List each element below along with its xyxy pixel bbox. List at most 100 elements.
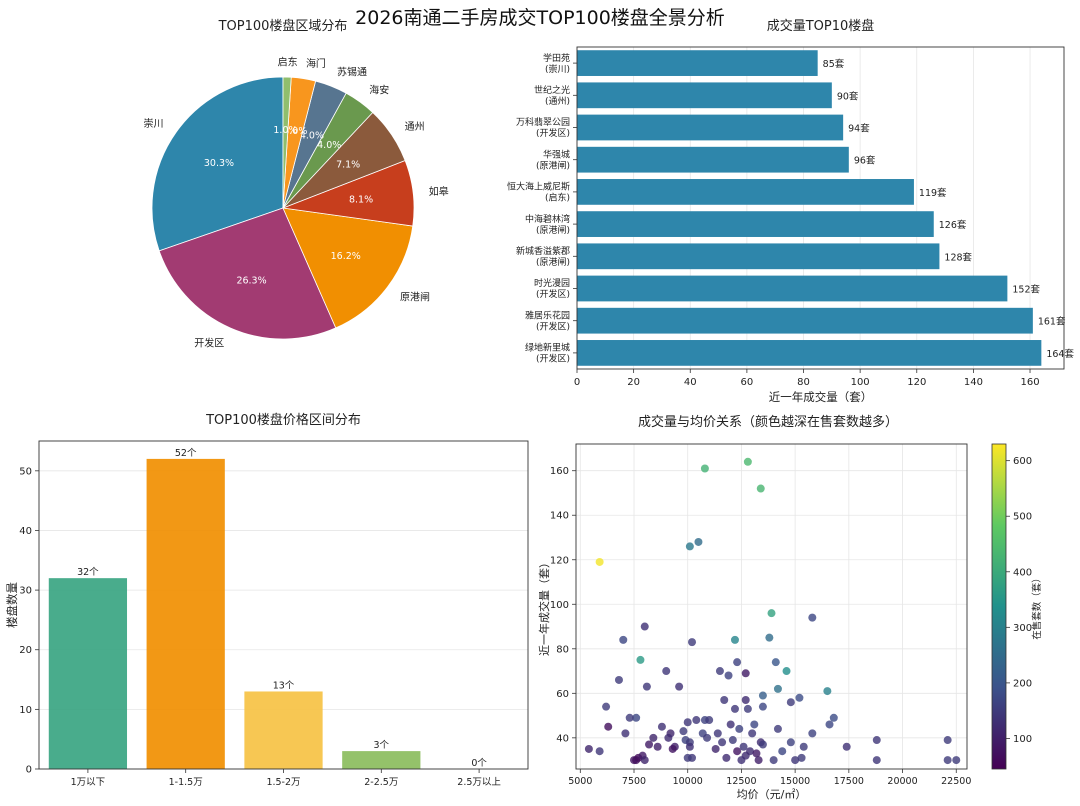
scatter-point [679, 727, 688, 736]
scatter-point [943, 756, 952, 765]
vbar-y-tick-label: 20 [19, 645, 32, 656]
vbar-category-label: 1.5-2万 [266, 777, 300, 788]
scatter-point [750, 720, 759, 729]
scatter-point [872, 756, 881, 765]
pie-slice [158, 207, 337, 340]
colorbar-label: 在售套数（套） [1031, 573, 1043, 640]
hbar-value-label: 161套 [1038, 316, 1066, 328]
pie-slice [282, 76, 292, 209]
colorbar-tick-label: 200 [1013, 678, 1032, 689]
colorbar-tick-label: 500 [1013, 512, 1032, 523]
scatter-point [692, 716, 701, 725]
hbar-category-label: 恒大海上威尼斯(启东) [507, 181, 570, 204]
scatter-y-tick-label: 140 [550, 511, 569, 522]
hbar-category-label: 雅居乐花园(开发区) [525, 309, 570, 332]
scatter-point [795, 693, 804, 702]
hbar-x-tick-label: 140 [964, 377, 983, 388]
pie-label: 原港闸 [400, 290, 430, 303]
scatter-y-tick-label: 160 [550, 466, 569, 477]
scatter-point [728, 736, 737, 745]
scatter-point [765, 633, 774, 642]
scatter-point [595, 557, 604, 566]
vbar-y-tick-label: 30 [19, 586, 32, 597]
scatter-point [703, 733, 712, 742]
scatter-point [662, 667, 671, 676]
scatter-x-tick-label: 12500 [726, 776, 756, 787]
scatter-point [645, 740, 654, 749]
top10-bar-chart: 成交量TOP10楼盘 0 20 40 60 80 100 120 140 160 164套 绿地新里城… [507, 18, 1074, 404]
figure-title: 2026南通二手房成交TOP100楼盘全景分析 [355, 7, 725, 29]
scatter-point [642, 682, 651, 691]
scatter-point [952, 756, 961, 765]
hbar-x-tick-label: 160 [1020, 377, 1039, 388]
pie-percent-label: 7.1% [336, 160, 360, 171]
price-range-bar-chart: TOP100楼盘价格区间分布 0 10 20 30 40 50 32个 1万以下 52个 1-1.5… [5, 412, 529, 788]
scatter-point [799, 742, 808, 751]
pie-label: 海安 [369, 83, 389, 96]
scatter-point [700, 464, 709, 473]
hbar-category-label: 万科翡翠公园(开发区) [516, 116, 570, 139]
hbar-category-label: 中海碧林湾(原港闸) [525, 213, 570, 236]
colorbar-tick-label: 600 [1013, 456, 1032, 467]
scatter-point [632, 713, 641, 722]
scatter-point [726, 720, 735, 729]
vbar-category-label: 2-2.5万 [364, 777, 398, 788]
hbar-category-label: 时光漫园(开发区) [534, 277, 570, 300]
hbar-bar [577, 146, 849, 173]
scatter-point [752, 749, 761, 758]
scatter-point [743, 704, 752, 713]
scatter-point [842, 742, 851, 751]
hbar-x-tick-label: 0 [574, 377, 580, 388]
vbar-title: TOP100楼盘价格区间分布 [205, 412, 361, 428]
scatter-point [730, 635, 739, 644]
vbar-value-label: 32个 [77, 567, 99, 578]
scatter-title: 成交量与均价关系（颜色越深在售套数越多） [638, 414, 898, 430]
scatter-x-axis-label: 均价（元/㎡） [737, 788, 807, 801]
colorbar-tick-label: 100 [1013, 734, 1032, 745]
pie-label: 海门 [306, 57, 326, 70]
pie-label: 苏锡通 [337, 66, 367, 79]
scatter-point [773, 724, 782, 733]
pie-label: 启东 [278, 55, 298, 68]
scatter-point [943, 736, 952, 745]
scatter-point [786, 698, 795, 707]
hbar-category-label: 新城香溢紫郡(原港闸) [516, 245, 570, 268]
scatter-x-tick-label: 15000 [780, 776, 810, 787]
vbar-category-label: 1万以下 [71, 777, 106, 788]
scatter-point [754, 756, 763, 765]
hbar-category-label: 学田苑(崇川) [543, 52, 570, 75]
vbar-y-axis-label: 楼盘数量 [5, 582, 19, 628]
pie-percent-label: 4.0% [300, 130, 324, 141]
scatter-point [769, 756, 778, 765]
scatter-point [872, 736, 881, 745]
scatter-point [741, 669, 750, 678]
scatter-point [722, 753, 731, 762]
hbar-value-label: 94套 [848, 123, 870, 135]
scatter-point [705, 716, 714, 725]
scatter-point [791, 756, 800, 765]
scatter-point [640, 756, 649, 765]
scatter-point [758, 691, 767, 700]
hbar-bar [577, 307, 1033, 334]
hbar-x-tick-label: 120 [907, 377, 926, 388]
hbar-x-tick-label: 40 [684, 377, 697, 388]
pie-slice [151, 76, 284, 252]
scatter-point [758, 740, 767, 749]
scatter-point [657, 722, 666, 731]
scatter-y-tick-label: 40 [556, 733, 569, 744]
scatter-point [584, 744, 593, 753]
scatter-point [739, 742, 748, 751]
scatter-point [694, 537, 703, 546]
scatter-point [829, 713, 838, 722]
hbar-bar [577, 243, 940, 270]
scatter-y-axis-label: 近一年成交量（套） [537, 557, 551, 656]
hbar-x-tick-label: 60 [741, 377, 754, 388]
hbar-category-label: 华强城(原港闸) [536, 148, 570, 171]
hbar-bar [577, 275, 1008, 302]
scatter-y-tick-label: 100 [550, 600, 569, 611]
hbar-value-label: 119套 [919, 187, 947, 199]
pie-percent-label: 26.3% [236, 276, 266, 287]
vbar-y-tick-label: 0 [26, 765, 32, 776]
scatter-point [741, 751, 750, 760]
scatter-point [782, 667, 791, 676]
